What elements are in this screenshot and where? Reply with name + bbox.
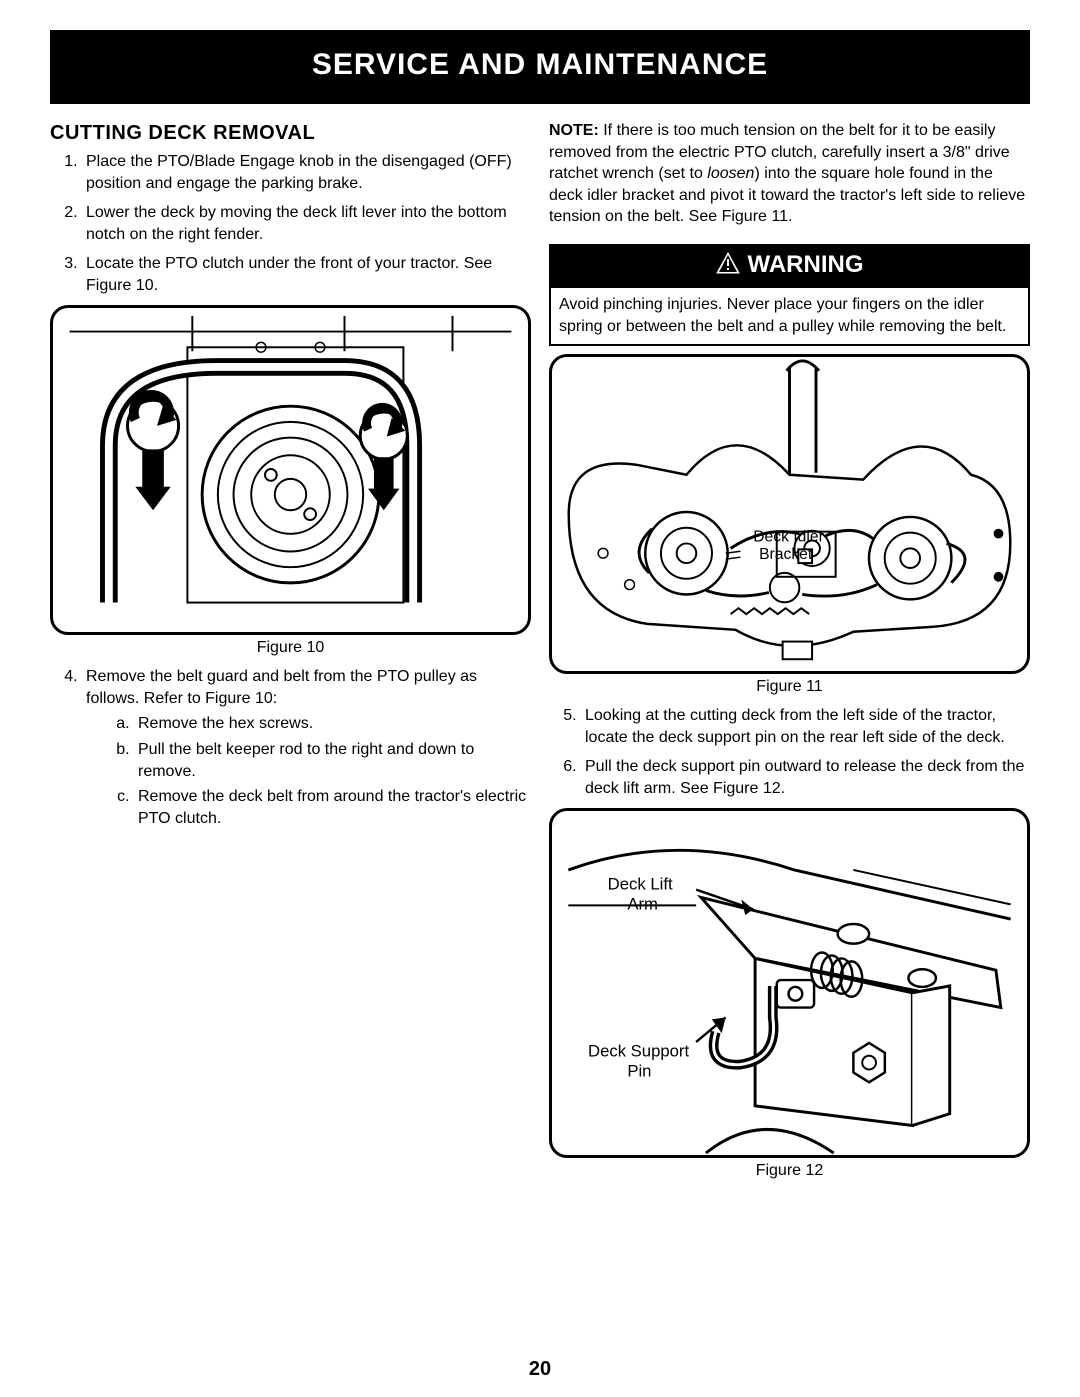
warning-bar: WARNING xyxy=(549,244,1030,288)
figure-10-caption: Figure 10 xyxy=(50,637,531,659)
step-6: Pull the deck support pin outward to rel… xyxy=(581,756,1030,799)
figure-10 xyxy=(50,305,531,635)
figure-11: Deck Idler Bracket xyxy=(549,354,1030,674)
step-4-sublist: Remove the hex screws. Pull the belt kee… xyxy=(86,713,531,829)
step-4c: Remove the deck belt from around the tra… xyxy=(134,786,531,829)
steps-list-left-2: Remove the belt guard and belt from the … xyxy=(50,666,531,829)
svg-text:Pin: Pin xyxy=(627,1061,651,1080)
step-1: Place the PTO/Blade Engage knob in the d… xyxy=(82,151,531,194)
step-4: Remove the belt guard and belt from the … xyxy=(82,666,531,829)
warning-icon xyxy=(716,252,740,274)
svg-text:Deck Idler: Deck Idler xyxy=(753,528,824,545)
figure-11-caption: Figure 11 xyxy=(549,676,1030,698)
note-paragraph: NOTE: If there is too much tension on th… xyxy=(549,120,1030,228)
svg-text:Deck Lift: Deck Lift xyxy=(608,874,673,893)
step-4a: Remove the hex screws. xyxy=(134,713,531,735)
section-title: CUTTING DECK REMOVAL xyxy=(50,120,531,147)
figure-12-caption: Figure 12 xyxy=(549,1160,1030,1182)
content-columns: CUTTING DECK REMOVAL Place the PTO/Blade… xyxy=(50,120,1030,1189)
page-number: 20 xyxy=(0,1358,1080,1381)
step-5: Looking at the cutting deck from the lef… xyxy=(581,705,1030,748)
right-column: NOTE: If there is too much tension on th… xyxy=(549,120,1030,1189)
note-label: NOTE: xyxy=(549,122,599,139)
figure-12: Deck Lift Arm Deck Support Pin xyxy=(549,808,1030,1158)
svg-text:Arm: Arm xyxy=(627,894,658,913)
step-4b: Pull the belt keeper rod to the right an… xyxy=(134,739,531,782)
svg-text:Deck Support: Deck Support xyxy=(588,1041,689,1060)
steps-list-left: Place the PTO/Blade Engage knob in the d… xyxy=(50,151,531,297)
step-2: Lower the deck by moving the deck lift l… xyxy=(82,202,531,245)
steps-list-right: Looking at the cutting deck from the lef… xyxy=(549,705,1030,799)
warning-title: WARNING xyxy=(748,251,864,278)
left-column: CUTTING DECK REMOVAL Place the PTO/Blade… xyxy=(50,120,531,1189)
note-italic: loosen xyxy=(707,165,754,182)
banner-title: SERVICE AND MAINTENANCE xyxy=(50,30,1030,104)
step-3: Locate the PTO clutch under the front of… xyxy=(82,253,531,296)
step-4-text: Remove the belt guard and belt from the … xyxy=(86,668,477,707)
warning-body: Avoid pinching injuries. Never place you… xyxy=(549,288,1030,345)
svg-text:Bracket: Bracket xyxy=(759,546,813,563)
